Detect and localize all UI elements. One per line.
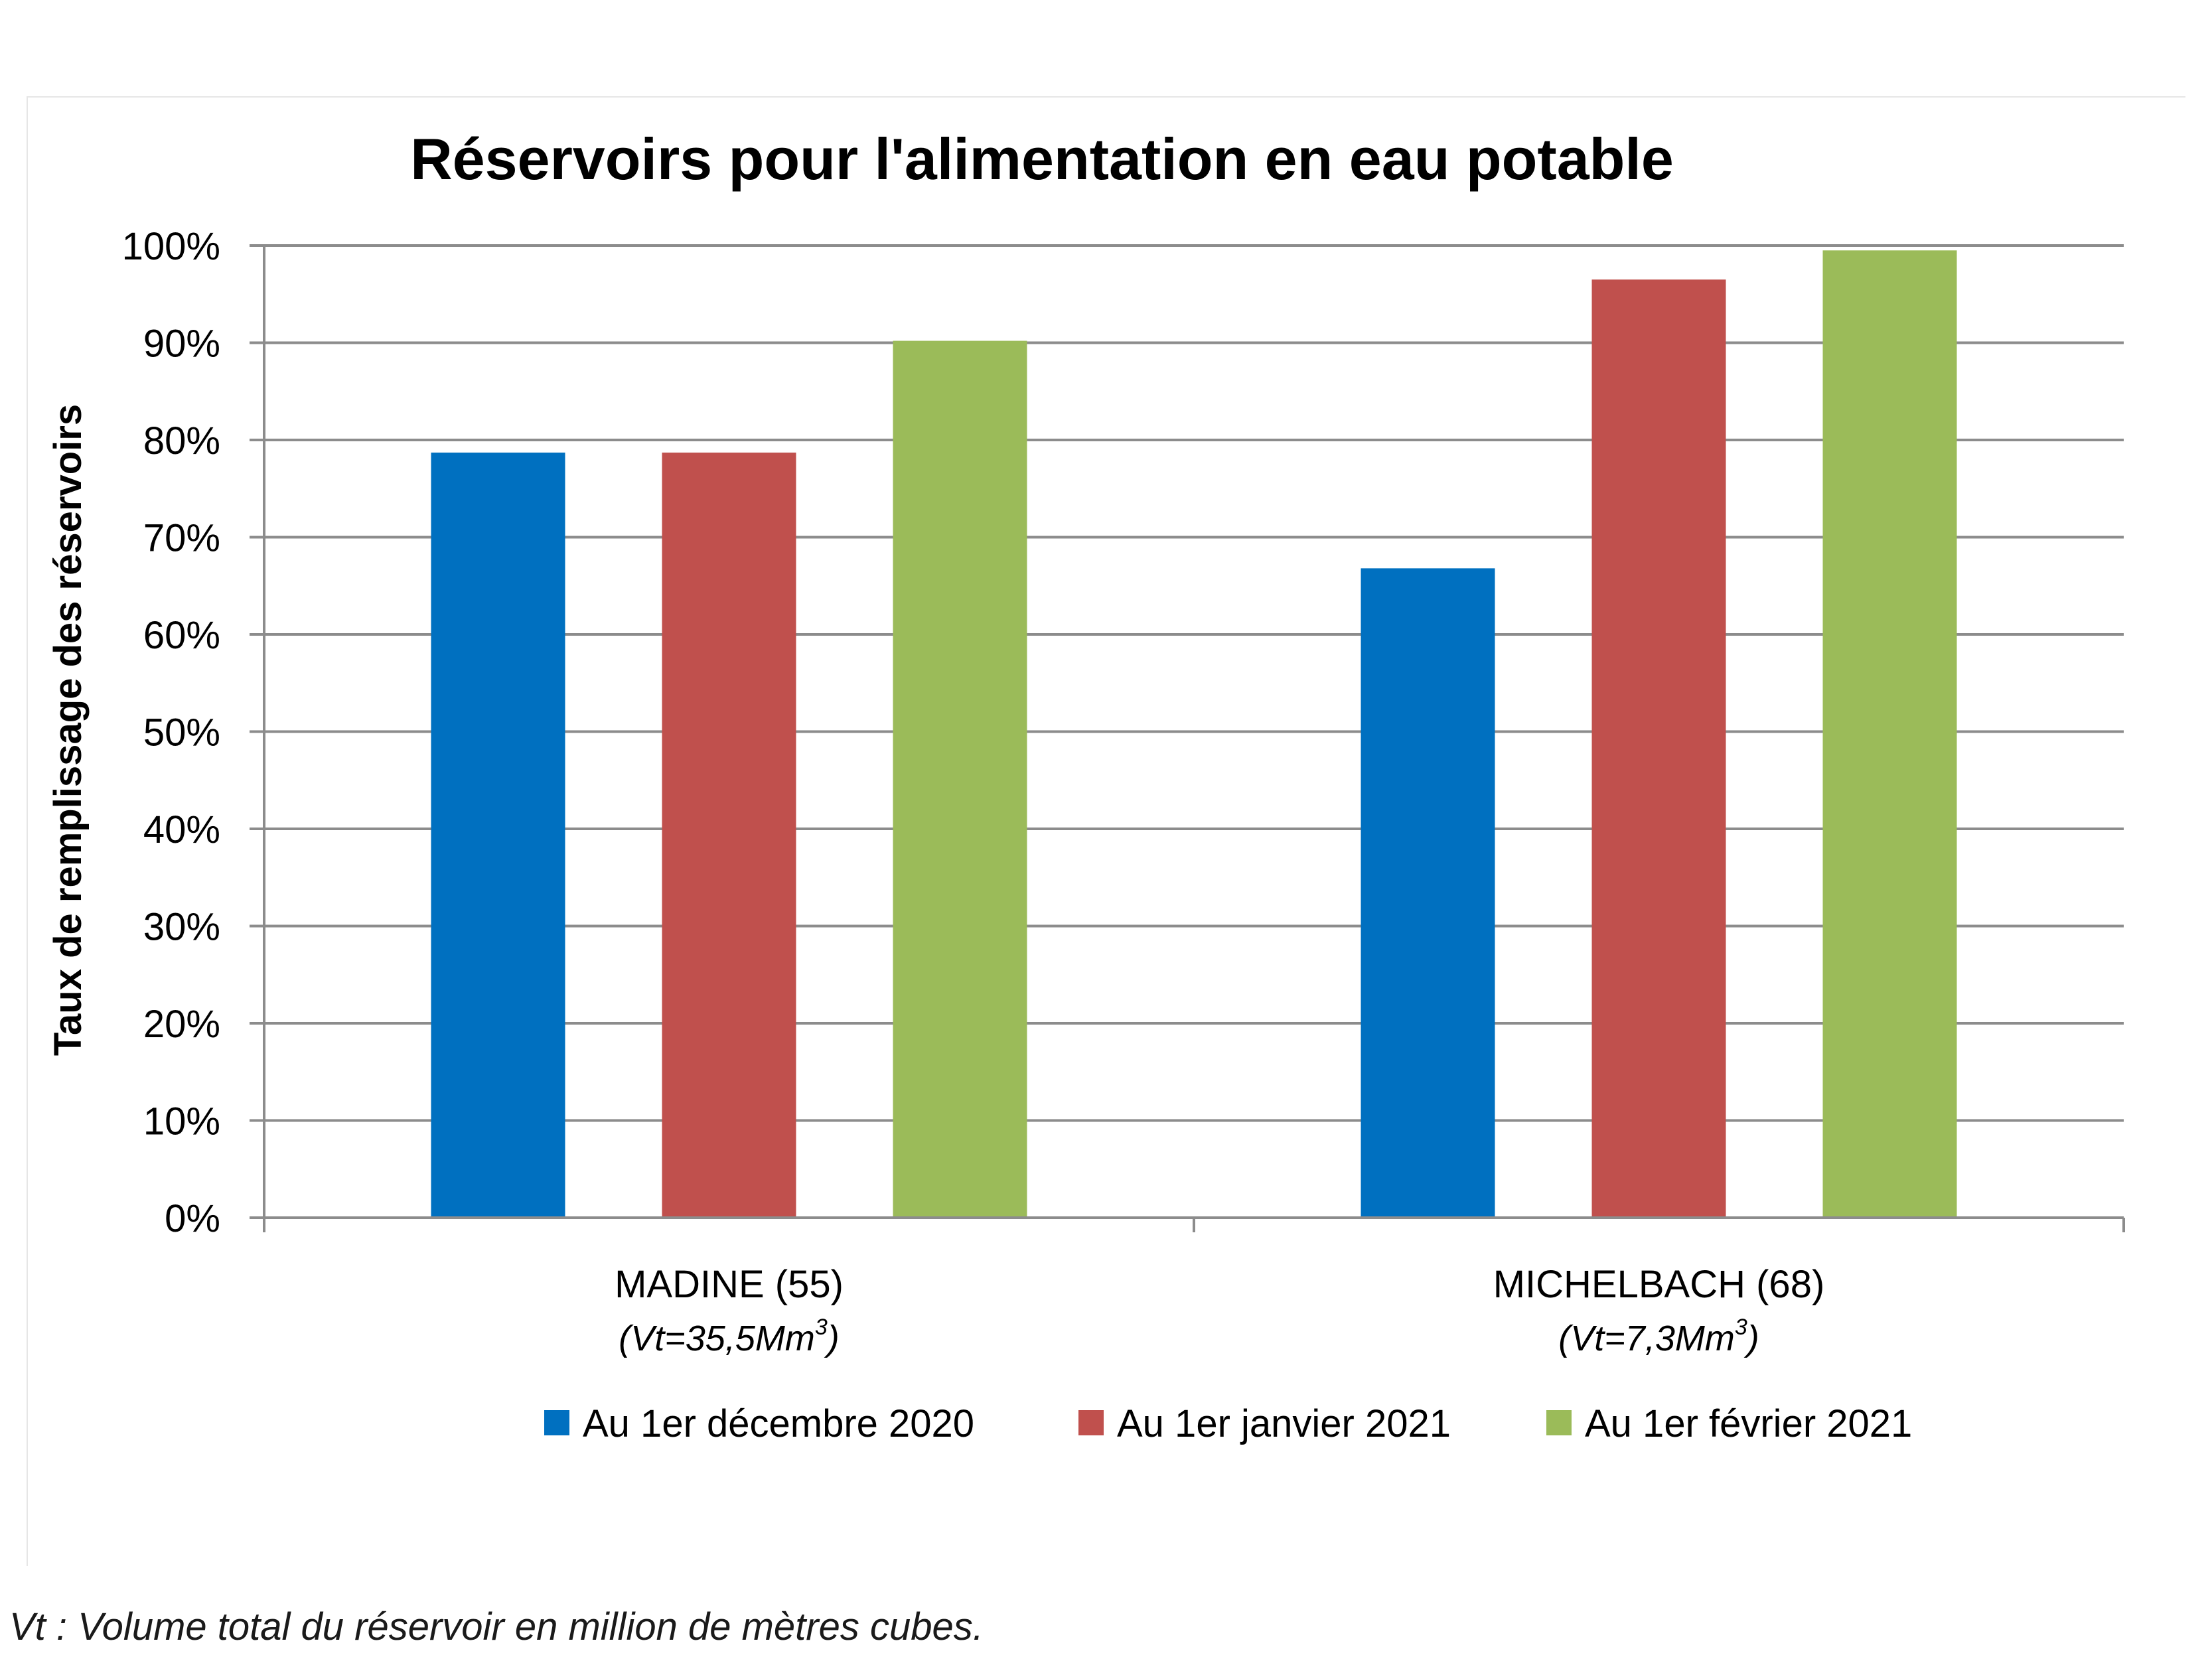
y-axis-label: Taux de remplissage des réservoirs: [46, 404, 90, 1056]
legend: Au 1er décembre 2020 Au 1er janvier 2021 A…: [544, 1402, 1912, 1445]
y-tick-label: 30%: [143, 906, 220, 949]
y-tick-label: 40%: [143, 808, 220, 851]
y-tick-label: 0%: [165, 1197, 220, 1240]
y-tick-labels: 0% 10% 20% 30% 40% 50% 60% 70% 80% 90% 100%: [122, 225, 220, 1240]
bar: [893, 340, 1027, 1218]
x-tick-sublabel-superscript: 3: [815, 1315, 828, 1340]
legend-swatch: [1546, 1410, 1572, 1435]
bar: [1361, 568, 1495, 1218]
y-tick-label: 20%: [143, 1003, 220, 1046]
y-tick-label: 70%: [143, 517, 220, 560]
bar: [1591, 279, 1726, 1218]
y-tick-label: 50%: [143, 711, 220, 755]
bar: [431, 453, 565, 1218]
chart-title: Réservoirs pour l'alimentation en eau po…: [410, 126, 1674, 192]
x-tick-sublabel-suffix: ): [1743, 1319, 1759, 1358]
y-tick-label: 80%: [143, 419, 220, 463]
axes: [250, 244, 2125, 1232]
x-tick-sublabel-suffix: ): [824, 1319, 840, 1358]
bar: [662, 453, 796, 1218]
x-tick-sublabel-prefix: (Vt=7,3Mm: [1558, 1319, 1735, 1358]
x-tick-sublabel-prefix: (Vt=35,5Mm: [619, 1319, 815, 1358]
y-tick-label: 10%: [143, 1100, 220, 1143]
chart-frame: [27, 96, 2185, 1566]
footnote: Vt : Volume total du réservoir en millio…: [9, 1605, 984, 1648]
x-tick-label: MICHELBACH (68): [1493, 1263, 1825, 1306]
x-tick-labels: MADINE (55)(Vt=35,5Mm3)MICHELBACH (68)(V…: [615, 1263, 1824, 1358]
bars: [431, 250, 1957, 1218]
bar: [1822, 250, 1957, 1218]
y-tick-label: 60%: [143, 614, 220, 657]
x-tick-sublabel: (Vt=7,3Mm3): [1558, 1315, 1759, 1358]
x-tick-label: MADINE (55): [615, 1263, 844, 1306]
x-tick-sublabel-superscript: 3: [1735, 1315, 1747, 1340]
legend-label: Au 1er février 2021: [1585, 1402, 1912, 1445]
y-tick-label: 100%: [122, 225, 220, 268]
legend-swatch: [1078, 1410, 1104, 1435]
legend-swatch: [544, 1410, 569, 1435]
legend-label: Au 1er décembre 2020: [583, 1402, 974, 1445]
gridlines: [264, 244, 2124, 1122]
legend-label: Au 1er janvier 2021: [1117, 1402, 1451, 1445]
y-tick-label: 90%: [143, 323, 220, 366]
x-tick-sublabel: (Vt=35,5Mm3): [619, 1315, 840, 1358]
